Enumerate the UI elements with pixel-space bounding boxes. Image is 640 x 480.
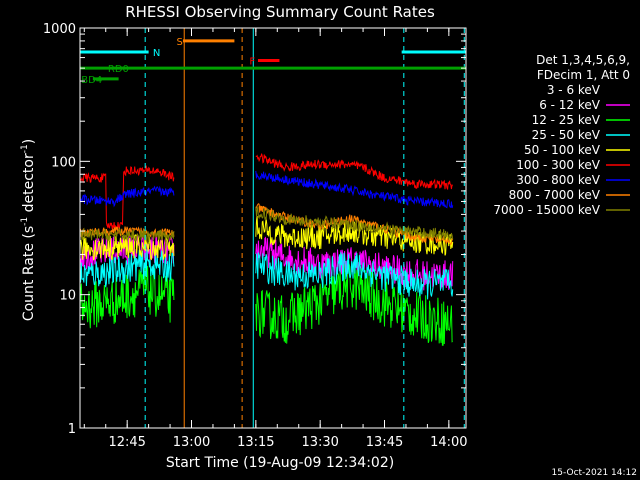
legend-label-8: 7000 - 15000 keV (493, 203, 600, 217)
series-line-5-post (255, 153, 454, 190)
series-3 (79, 249, 454, 300)
y-axis-label-sup2: -1 (20, 144, 30, 153)
legend-header-line-1: Det 1,3,4,5,6,9, (536, 53, 630, 67)
y-axis-label-end: ) (21, 139, 37, 144)
x-tick-label-5: 14:00 (430, 435, 467, 450)
legend-label-4: 50 - 100 keV (524, 143, 601, 157)
series-line-8-post (255, 206, 454, 241)
flag-label-n: N (153, 48, 160, 59)
series-line-4-post (255, 215, 454, 256)
y-axis-label-sup: -1 (20, 217, 30, 226)
series-8 (79, 206, 454, 244)
y-axis-label-mid: detector (21, 153, 37, 217)
series-6 (79, 170, 454, 209)
legend-label-6: 300 - 800 keV (516, 173, 600, 187)
y-tick-label-3: 1000 (43, 22, 76, 37)
chart-title: RHESSI Observing Summary Count Rates (125, 3, 435, 21)
series-line-6-pre (79, 185, 175, 208)
legend-label-2: 12 - 25 keV (532, 113, 601, 127)
x-tick-label-4: 13:45 (366, 435, 403, 450)
x-axis-label: Start Time (19-Aug-09 12:34:02) (166, 455, 394, 471)
y-axis-label: Count Rate (s-1 detector-1) (20, 139, 37, 321)
x-tick-label-3: 13:30 (301, 435, 338, 450)
series-layer (79, 153, 454, 346)
timestamp: 15-Oct-2021 14:12 (552, 468, 637, 478)
series-line-2-pre (79, 265, 175, 329)
flag-label-bd4: BD4 (81, 75, 102, 86)
legend-header-line-2: FDecim 1, Att 0 (537, 68, 630, 82)
legend-label-0: 3 - 6 keV (547, 83, 601, 97)
x-tick-label-2: 13:15 (237, 435, 274, 450)
y-tick-label-1: 10 (59, 289, 76, 304)
flag-label-rd0: RD0 (108, 64, 129, 75)
x-tick-label-1: 13:00 (173, 435, 210, 450)
legend-label-3: 25 - 50 keV (532, 128, 601, 142)
flag-label-s: S (177, 37, 183, 48)
series-line-8-pre (79, 227, 175, 244)
legend-label-1: 6 - 12 keV (539, 98, 601, 112)
y-axis-label-main: Count Rate (s (21, 226, 37, 321)
plot-frame (79, 27, 467, 429)
x-tick-label-0: 12:45 (108, 435, 145, 450)
y-tick-label-2: 100 (51, 155, 76, 170)
series-line-3-pre (79, 249, 175, 288)
ticks-layer: 12:45 13:00 13:15 13:30 13:45 14:00 1 10 100 1000 (43, 22, 468, 450)
legend-label-7: 800 - 7000 keV (509, 188, 601, 202)
series-line-6-post (255, 170, 454, 209)
series-line-4-pre (79, 234, 175, 261)
overlay-layer: N S F RD0 BD4 (80, 28, 466, 428)
series-line-5-pre (79, 165, 175, 230)
series-4 (79, 215, 454, 261)
y-tick-label-0: 1 (68, 422, 76, 437)
series-line-3-post (255, 252, 454, 300)
series-5 (79, 153, 454, 230)
legend-label-5: 100 - 300 keV (516, 158, 600, 172)
flag-label-f: F (249, 57, 255, 68)
